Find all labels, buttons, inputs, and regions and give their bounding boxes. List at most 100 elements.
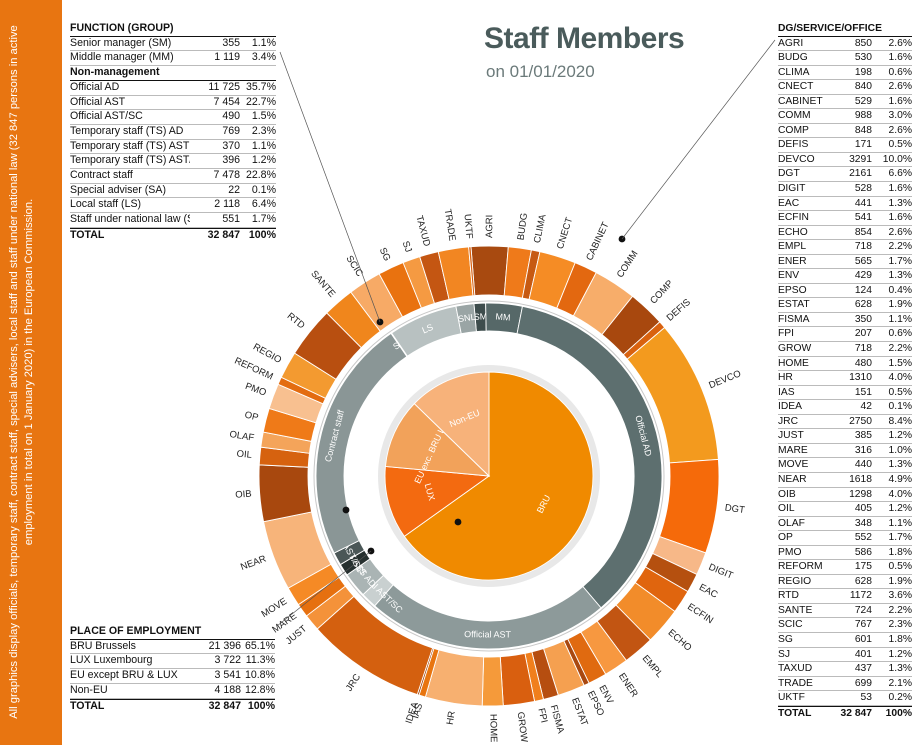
row-pct: 0.5%	[888, 561, 912, 573]
row-label: MARE	[778, 444, 808, 456]
row-label: Official AST	[70, 95, 126, 108]
row-label: CNECT	[778, 81, 814, 93]
table-row: DEVCO 3291 10.0%	[778, 153, 912, 168]
row-value: 840	[854, 81, 872, 93]
row-pct: 1.7%	[251, 213, 276, 226]
row-label: CLIMA	[778, 66, 810, 78]
dg-label: OP	[243, 410, 259, 424]
row-label: Middle manager (MM)	[70, 51, 174, 64]
table-row: EAC 441 1.3%	[778, 197, 912, 212]
row-pct: 1.9%	[888, 299, 912, 311]
row-label: EMPL	[778, 241, 807, 253]
row-pct: 11.3%	[245, 654, 275, 667]
row-label: DGT	[778, 168, 800, 180]
table-row: Local staff (LS) 2 118 6.4%	[70, 198, 276, 214]
row-pct: 22.7%	[245, 95, 276, 108]
row-label: FPI	[778, 328, 795, 340]
dg-label: EMPL	[640, 653, 665, 680]
row-value: 437	[854, 663, 872, 675]
row-label: EPSO	[778, 284, 807, 296]
row-label: Temporary staff (TS) AST	[70, 139, 190, 152]
dg-label: CABINET	[584, 220, 611, 262]
dg-label: COMP	[648, 278, 676, 306]
row-pct: 2.6%	[888, 81, 912, 93]
row-label: REGIO	[778, 575, 812, 587]
function-label: MM	[495, 311, 511, 322]
place-table-total: TOTAL 32 847 100%	[70, 698, 275, 714]
table-row: COMM 988 3.0%	[778, 109, 912, 124]
table-row: Senior manager (SM) 355 1.1%	[70, 37, 276, 52]
row-label: ECFIN	[778, 212, 809, 224]
total-pct: 100%	[247, 699, 275, 712]
function-table: FUNCTION (GROUP) Senior manager (SM) 355 1…	[70, 22, 276, 243]
table-row: EMPL 718 2.2%	[778, 240, 912, 255]
table-row: TAXUD 437 1.3%	[778, 662, 912, 677]
row-pct: 1.3%	[888, 270, 912, 282]
table-row: REGIO 628 1.9%	[778, 575, 912, 590]
row-value: 988	[854, 110, 872, 122]
row-pct: 1.3%	[888, 459, 912, 471]
dg-label: COMM	[615, 249, 641, 280]
dg-label: PMO	[244, 381, 268, 399]
table-row: TRADE 699 2.1%	[778, 677, 912, 692]
table-row: DEFIS 171 0.5%	[778, 138, 912, 153]
row-label: SCIC	[778, 619, 803, 631]
row-pct: 1.1%	[251, 36, 276, 49]
row-label: NEAR	[778, 473, 807, 485]
row-pct: 1.6%	[888, 95, 912, 107]
row-value: 769	[222, 124, 240, 137]
row-label: MOVE	[778, 459, 809, 471]
function-label: LS	[421, 322, 435, 335]
row-pct: 4.0%	[888, 372, 912, 384]
row-pct: 4.9%	[888, 473, 912, 485]
row-pct: 1.7%	[888, 532, 912, 544]
row-pct: 1.5%	[251, 110, 276, 123]
function-slice	[455, 303, 477, 335]
dg-label: EAC	[697, 582, 720, 601]
row-value: 355	[222, 36, 240, 49]
row-label: UKTF	[778, 692, 805, 704]
row-label: Senior manager (SM)	[70, 36, 172, 49]
place-slice	[403, 371, 594, 581]
row-value: 11 725	[208, 80, 240, 93]
row-label: SJ	[778, 648, 791, 660]
row-pct: 1.1%	[888, 313, 912, 325]
row-label: IAS	[778, 386, 795, 398]
row-label: Local staff (LS)	[70, 198, 142, 211]
dg-slice	[470, 245, 509, 297]
dg-label: SG	[377, 246, 393, 263]
table-row: Middle manager (MM) 1 119 3.4%	[70, 51, 276, 67]
row-pct: 0.6%	[888, 66, 912, 78]
row-label: OLAF	[778, 517, 805, 529]
row-value: 350	[854, 313, 872, 325]
function-label: SNL	[457, 312, 476, 324]
row-label: EU except BRU & LUX	[70, 669, 178, 682]
leader-line	[276, 550, 372, 627]
sidebar-band: All graphics display officials, temporar…	[0, 0, 62, 745]
row-label: OP	[778, 532, 793, 544]
dg-label: AGRI	[484, 215, 495, 238]
row-pct: 6.4%	[251, 198, 276, 211]
table-row: OLAF 348 1.1%	[778, 517, 912, 532]
row-value: 3 722	[214, 654, 241, 667]
total-label: TOTAL	[70, 228, 105, 241]
row-value: 7 478	[213, 169, 240, 182]
dg-label: FPI	[535, 707, 549, 724]
row-value: 441	[854, 197, 872, 209]
row-value: 628	[854, 299, 872, 311]
row-pct: 35.7%	[245, 80, 276, 93]
row-pct: 1.9%	[888, 575, 912, 587]
row-value: 480	[854, 357, 872, 369]
dg-label: OLAF	[229, 429, 255, 444]
row-pct: 10.8%	[244, 669, 275, 682]
row-label: ENER	[778, 255, 807, 267]
table-row: IAS 151 0.5%	[778, 386, 912, 401]
row-pct: 1.3%	[888, 197, 912, 209]
dg-label: NEAR	[239, 553, 268, 573]
row-label: CABINET	[778, 95, 823, 107]
row-label: Contract staff	[70, 169, 133, 182]
row-pct: 2.2%	[888, 343, 912, 355]
table-row: Non-EU 4 188 12.8%	[70, 684, 275, 699]
table-row: Official AD 11 725 35.7%	[70, 81, 276, 96]
row-pct: 1.8%	[888, 546, 912, 558]
